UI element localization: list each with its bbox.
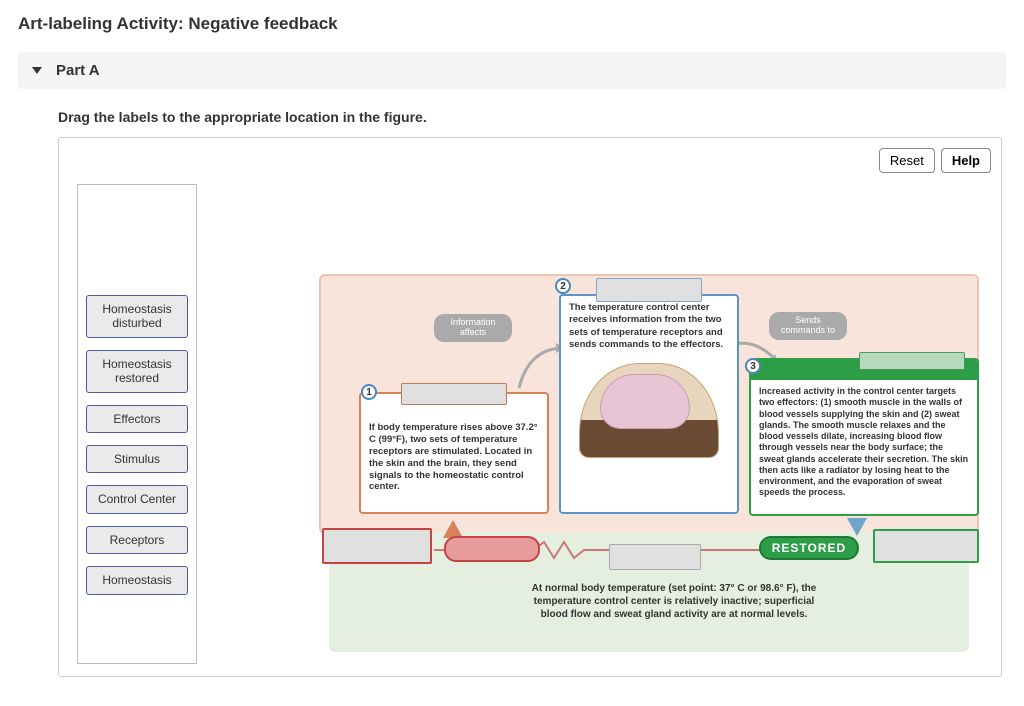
- drop-target-control-center[interactable]: [596, 278, 702, 302]
- label-chip[interactable]: Effectors: [86, 405, 188, 433]
- label-chip[interactable]: Receptors: [86, 526, 188, 554]
- effectors-text: Increased activity in the control center…: [751, 380, 977, 505]
- head-illustration: [579, 363, 719, 458]
- step-number-3: 3: [745, 358, 761, 374]
- figure-area: The temperature control center receives …: [219, 184, 989, 664]
- bottom-caption: At normal body temperature (set point: 3…: [519, 582, 829, 621]
- control-center-text: The temperature control center receives …: [561, 296, 737, 357]
- brain-icon: [600, 374, 690, 429]
- receptors-text: If body temperature rises above 37.2° C …: [361, 394, 547, 499]
- labels-bank: Homeostasis disturbed Homeostasis restor…: [77, 184, 197, 664]
- control-center-panel: The temperature control center receives …: [559, 294, 739, 514]
- drop-target-receptors[interactable]: [401, 383, 507, 405]
- label-chip[interactable]: Homeostasis restored: [86, 350, 188, 393]
- collapse-caret-icon[interactable]: [32, 67, 42, 74]
- receptors-panel: If body temperature rises above 37.2° C …: [359, 392, 549, 514]
- drop-target-effectors[interactable]: [859, 352, 965, 370]
- label-chip[interactable]: Homeostasis disturbed: [86, 295, 188, 338]
- reset-button[interactable]: Reset: [879, 148, 935, 173]
- label-chip[interactable]: Homeostasis: [86, 566, 188, 594]
- activity-canvas: Reset Help Homeostasis disturbed Homeost…: [58, 137, 1002, 677]
- drop-target-restored[interactable]: [873, 529, 979, 563]
- info-affects-label: Information affects: [434, 314, 512, 342]
- help-button[interactable]: Help: [941, 148, 991, 173]
- sends-commands-label: Sends commands to: [769, 312, 847, 340]
- restored-badge: RESTORED: [759, 536, 859, 560]
- part-header[interactable]: Part A: [18, 52, 1006, 89]
- button-row: Reset Help: [879, 148, 991, 173]
- page-title: Art-labeling Activity: Negative feedback: [18, 14, 1006, 34]
- label-chip[interactable]: Control Center: [86, 485, 188, 513]
- activity-page: Art-labeling Activity: Negative feedback…: [0, 0, 1024, 706]
- step-number-1: 1: [361, 384, 377, 400]
- drop-target-stimulus[interactable]: [322, 528, 432, 564]
- instruction-text: Drag the labels to the appropriate locat…: [58, 109, 1006, 125]
- drop-target-homeostasis[interactable]: [609, 544, 701, 570]
- effectors-panel: Increased activity in the control center…: [749, 358, 979, 516]
- disturbed-bubble[interactable]: [444, 536, 540, 562]
- label-chip[interactable]: Stimulus: [86, 445, 188, 473]
- arrow-down-icon: [845, 514, 869, 538]
- step-number-2: 2: [555, 278, 571, 294]
- part-label: Part A: [56, 62, 100, 79]
